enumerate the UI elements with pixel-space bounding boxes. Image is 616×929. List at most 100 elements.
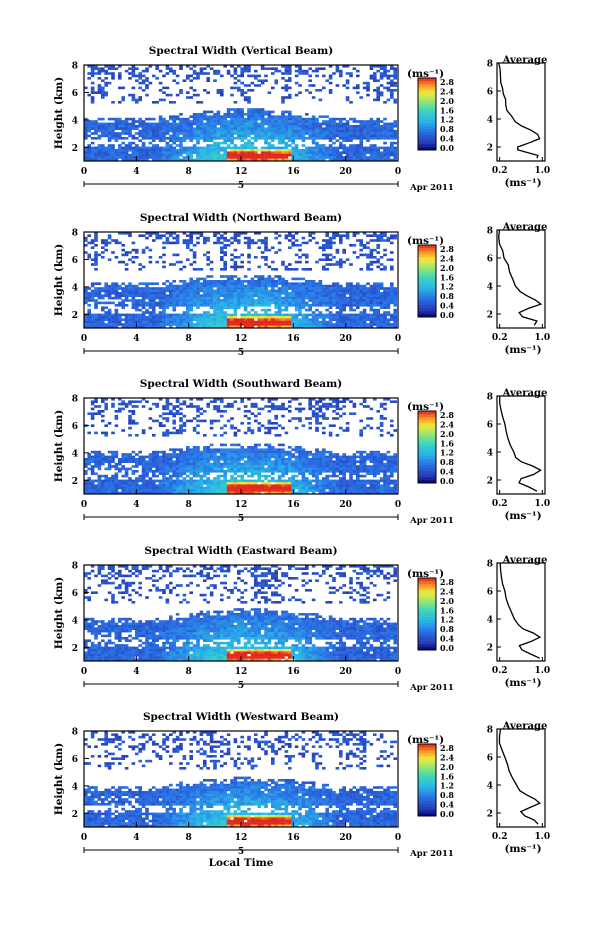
heatmap-cell: [189, 472, 193, 475]
heatmap-cell: [186, 127, 190, 130]
heatmap-cell: [328, 122, 333, 126]
heatmap-cell: [277, 117, 282, 121]
heatmap-cell: [213, 453, 217, 456]
heatmap-cell: [223, 232, 227, 235]
heatmap-cell: [220, 282, 224, 285]
heatmap-cell: [175, 304, 180, 307]
heatmap-cell: [386, 158, 391, 162]
heatmap-cell: [196, 158, 200, 162]
month-year-label: Apr 2011: [409, 183, 454, 193]
heatmap-cell: [352, 320, 357, 324]
heatmap-cell: [213, 486, 217, 490]
heatmap-cell: [118, 151, 122, 154]
heatmap-cell: [145, 146, 149, 150]
heatmap-cell: [345, 304, 350, 307]
heatmap-cell: [94, 153, 98, 157]
heatmap-cell: [237, 299, 241, 302]
heatmap-cell: [199, 304, 204, 307]
heatmap-cell: [223, 299, 227, 302]
heatmap-cell: [318, 316, 323, 319]
heatmap-cell: [260, 320, 265, 324]
heatmap-cell: [145, 156, 149, 159]
heatmap-cell: [366, 287, 370, 290]
heatmap-cell: [233, 234, 238, 237]
heatmap-cell: [226, 72, 231, 75]
heatmap-cell: [386, 236, 391, 240]
heatmap-cell: [203, 299, 207, 302]
heatmap-cell: [104, 284, 108, 288]
heatmap-cell: [226, 320, 231, 324]
heatmap-cell: [328, 158, 333, 162]
heatmap-cell: [339, 316, 343, 319]
heatmap-cell: [257, 108, 261, 111]
heatmap-cell: [206, 477, 210, 480]
heatmap-cell: [393, 149, 397, 152]
heatmap-cell: [271, 280, 275, 283]
heatmap-cell: [254, 156, 258, 159]
heatmap-cell: [274, 294, 278, 297]
heatmap-cell: [138, 301, 142, 305]
heatmap-cell: [84, 146, 88, 150]
heatmap-cell: [254, 139, 258, 142]
heatmap-cell: [145, 318, 149, 321]
heatmap-cell: [386, 301, 391, 305]
heatmap-cell: [322, 253, 326, 257]
heatmap-cell: [104, 125, 108, 128]
heatmap-cell: [359, 248, 363, 252]
heatmap-cell: [345, 299, 350, 302]
heatmap-cell: [124, 489, 129, 492]
heatmap-cell: [165, 86, 170, 90]
heatmap-cell: [305, 137, 309, 140]
heatmap-cell: [349, 301, 353, 305]
heatmap-cell: [189, 460, 193, 463]
heatmap-cell: [107, 313, 112, 317]
heatmap-cell: [373, 79, 377, 82]
heatmap-cell: [192, 284, 197, 288]
heatmap-cell: [213, 232, 217, 235]
heatmap-cell: [182, 151, 187, 154]
heatmap-cell: [128, 134, 132, 138]
heatmap-cell: [376, 137, 380, 140]
heatmap-cell: [162, 158, 166, 162]
heatmap-cell: [233, 434, 238, 437]
heatmap-cell: [267, 146, 272, 150]
heatmap-cell: [233, 325, 238, 329]
heatmap-cell: [104, 455, 108, 459]
heatmap-cell: [209, 282, 214, 285]
heatmap-cell: [226, 318, 231, 321]
heatmap-cell: [328, 239, 333, 242]
heatmap-cell: [366, 122, 370, 126]
x-tick-label: 8: [186, 334, 192, 344]
heatmap-cell: [260, 294, 265, 297]
heatmap-cell: [169, 460, 173, 463]
heatmap-cell: [325, 127, 329, 130]
heatmap-cell: [94, 149, 98, 152]
heatmap-cell: [322, 144, 326, 147]
heatmap-cell: [345, 153, 350, 157]
heatmap-cell: [118, 101, 122, 104]
colorbar-segment: [418, 87, 436, 91]
heatmap-cell: [274, 134, 278, 138]
heatmap-cell: [216, 318, 221, 321]
heatmap-cell: [352, 294, 357, 297]
heatmap-cell: [138, 316, 142, 319]
heatmap-cell: [247, 158, 251, 162]
heatmap-cell: [274, 301, 278, 305]
heatmap-cell: [138, 477, 142, 480]
heatmap-cell: [203, 117, 207, 121]
heatmap-cell: [362, 153, 367, 157]
heatmap-cell: [230, 477, 234, 480]
heatmap-cell: [138, 455, 142, 459]
heatmap-cell: [243, 146, 248, 150]
heatmap-cell: [308, 280, 312, 283]
heatmap-cell: [373, 125, 377, 128]
heatmap-cell: [209, 67, 214, 70]
heatmap-cell: [179, 484, 183, 487]
heatmap-cell: [114, 311, 119, 314]
heatmap-cell: [84, 299, 88, 302]
heatmap-cell: [359, 284, 363, 288]
heatmap-cell: [390, 151, 394, 154]
heatmap-cell: [237, 289, 241, 293]
heatmap-cell: [84, 151, 88, 154]
heatmap-cell: [359, 313, 363, 317]
